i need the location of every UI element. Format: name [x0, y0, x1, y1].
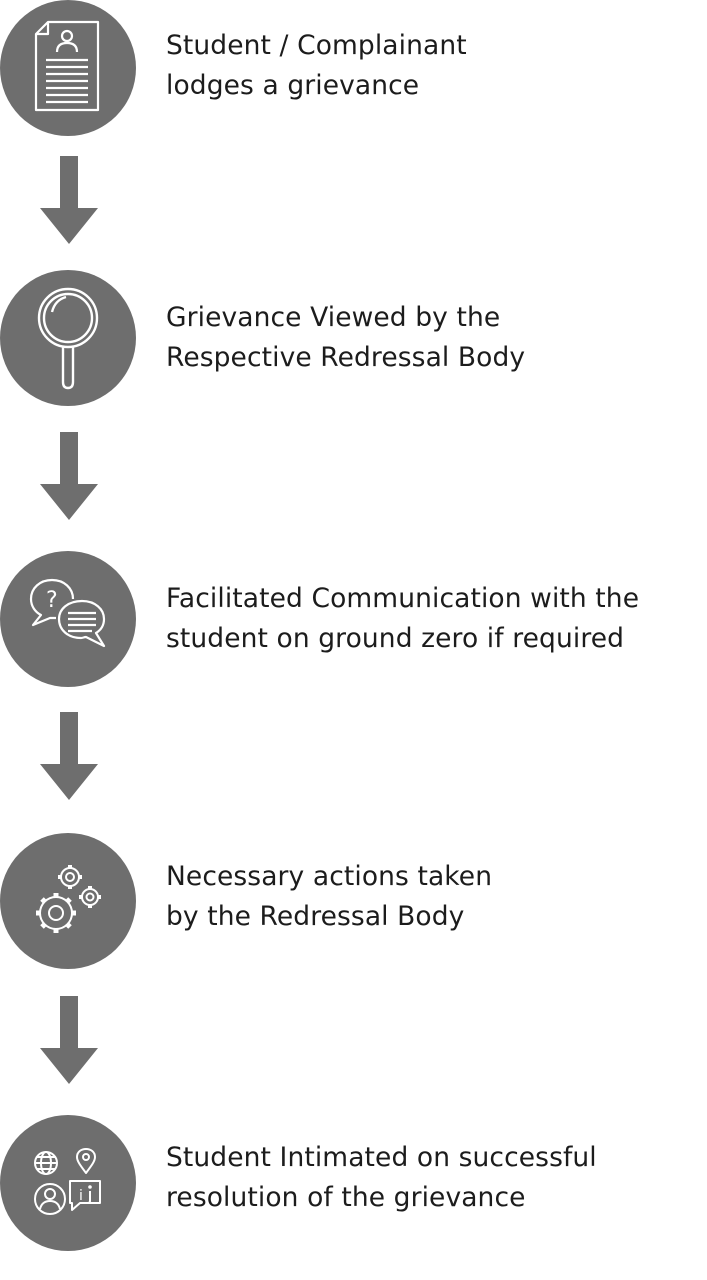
arrow-down-icon	[40, 712, 98, 800]
chat-bubbles-icon: ?	[29, 578, 106, 648]
svg-text:i: i	[79, 1188, 83, 1204]
document-user-icon	[34, 20, 100, 112]
step-1-circle	[0, 0, 136, 136]
step-4-line-2: by the Redressal Body	[166, 901, 465, 932]
step-2-label: Grievance Viewed by the Respective Redre…	[166, 298, 706, 378]
step-5-circle: i	[0, 1115, 136, 1251]
step-4-label: Necessary actions taken by the Redressal…	[166, 857, 706, 937]
step-3-line-2: student on ground zero if required	[166, 623, 625, 654]
gears-icon	[36, 865, 101, 933]
step-2-line-1: Grievance Viewed by the	[166, 302, 501, 333]
svg-text:?: ?	[46, 588, 58, 613]
step-1-line-1: Student / Complainant	[166, 30, 467, 61]
arrow-down-icon	[40, 432, 98, 520]
step-3-line-1: Facilitated Communication with the	[166, 583, 640, 614]
step-5-line-2: resolution of the grievance	[166, 1182, 526, 1213]
arrow-down-icon	[40, 996, 98, 1084]
step-4-circle	[0, 833, 136, 969]
step-5-label: Student Intimated on successful resoluti…	[166, 1138, 706, 1218]
user-info-icon: i	[34, 1148, 101, 1215]
step-3-label: Facilitated Communication with the stude…	[166, 579, 706, 659]
step-1-label: Student / Complainant lodges a grievance	[166, 26, 706, 106]
magnifier-icon	[37, 287, 99, 390]
step-3-circle: ?	[0, 551, 136, 687]
step-5-line-1: Student Intimated on successful	[166, 1142, 597, 1173]
arrow-down-icon	[40, 156, 98, 244]
step-2-line-2: Respective Redressal Body	[166, 342, 526, 373]
step-1-line-2: lodges a grievance	[166, 70, 420, 101]
step-4-line-1: Necessary actions taken	[166, 861, 493, 892]
step-2-circle	[0, 270, 136, 406]
